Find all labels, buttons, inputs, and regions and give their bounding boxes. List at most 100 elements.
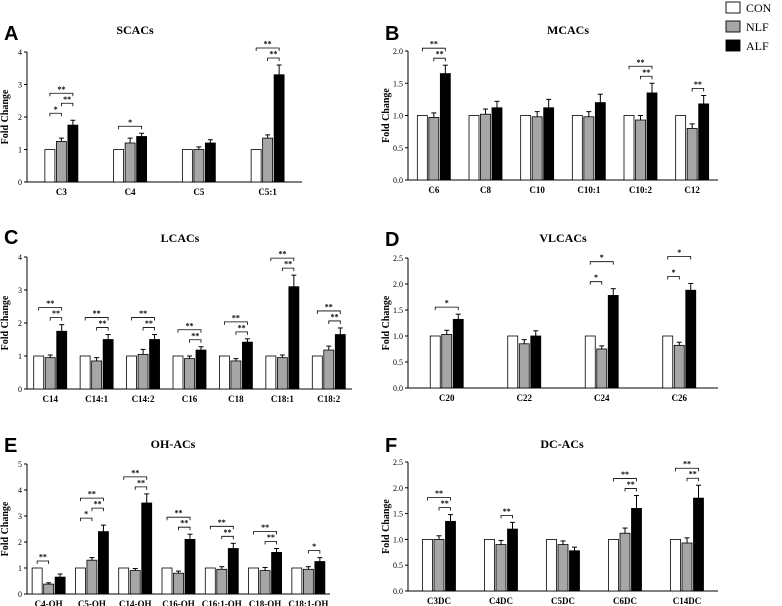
bar-nlf (686, 127, 698, 181)
bar-alf (445, 520, 456, 592)
x-tick-label: C18-OH (249, 599, 282, 606)
panel-title: VLCACs (539, 231, 587, 245)
bar-alf (98, 531, 109, 595)
bar-alf (67, 124, 79, 183)
bracket-line (209, 525, 234, 530)
x-tick-label: C14:1 (85, 394, 108, 404)
bar-nlf (43, 583, 55, 595)
legend-item-alf: ALF (725, 39, 769, 53)
bracket-line (675, 467, 699, 472)
significance-bracket: * (589, 273, 603, 285)
bar-nlf (184, 358, 195, 390)
significance-label: ** (218, 518, 226, 527)
bar-con (484, 539, 495, 592)
panel-F: F DC-ACs Fold Change 0.0 0.5 1.0 1.5 2.0 2.5 C3DC… (381, 435, 718, 606)
bracket-line (84, 317, 109, 321)
y-tick-label: 2.0 (393, 47, 403, 56)
y-tick-label: 0.5 (393, 358, 403, 367)
significance-bracket: ** (84, 309, 109, 321)
bracket-line (264, 541, 277, 545)
bar-con (291, 567, 303, 595)
y-tick-label: 2.5 (393, 458, 403, 467)
x-tick-label: C16 (182, 394, 198, 404)
significance-label: ** (621, 470, 629, 479)
x-tick-label: C20 (439, 393, 455, 403)
y-tick-label: 4 (18, 48, 22, 57)
bar-alf (141, 502, 153, 595)
bar-alf (646, 92, 658, 181)
bar-con (75, 567, 86, 595)
y-tick-label: 4 (18, 486, 22, 495)
significance-label: ** (46, 299, 54, 308)
significance-bracket: ** (421, 40, 446, 52)
bracket-line (434, 306, 459, 311)
x-tick-label: C14:2 (132, 394, 155, 404)
significance-label: ** (278, 250, 286, 259)
significance-label: ** (627, 480, 635, 489)
legend-label: CON (746, 1, 772, 15)
bar-con (623, 115, 635, 181)
significance-label: ** (284, 260, 292, 269)
significance-label: ** (267, 533, 275, 542)
bar-alf (452, 318, 464, 389)
bracket-line (91, 507, 104, 512)
significance-bracket: ** (675, 460, 699, 472)
significance-bracket: ** (433, 50, 446, 62)
bar-alf (242, 341, 253, 390)
bracket-line (142, 327, 155, 331)
y-tick-label: 5 (18, 460, 22, 469)
legend-swatch (725, 1, 741, 14)
panel-D: D VLCACs Fold Change 0.0 0.5 1.0 1.5 2.0 2.5 C20 *… (381, 229, 718, 403)
bar-alf (195, 349, 207, 390)
significance-label: * (84, 510, 88, 519)
bar-nlf (518, 343, 530, 389)
bar-con (468, 115, 480, 181)
x-tick-label: C3DC (427, 596, 451, 606)
bracket-line (328, 320, 341, 324)
bar-nlf (124, 142, 136, 183)
bracket-line (80, 517, 93, 522)
bar-nlf (681, 542, 693, 592)
bar-nlf (259, 570, 271, 595)
significance-bracket: * (667, 268, 680, 280)
bracket-line (270, 257, 295, 262)
bar-nlf (495, 544, 507, 592)
y-tick-label: 0 (18, 385, 22, 394)
y-tick-label: 1.5 (393, 306, 403, 315)
x-tick-label: C14DC (673, 596, 702, 606)
bracket-line (307, 550, 321, 554)
bracket-line (177, 329, 202, 333)
bar-nlf (635, 119, 646, 181)
bar-nlf (302, 568, 314, 595)
significance-label: * (594, 273, 598, 282)
significance-label: ** (637, 58, 645, 67)
bar-nlf (433, 539, 445, 592)
significance-label: ** (264, 40, 272, 49)
significance-bracket: ** (134, 478, 148, 490)
significance-label: ** (131, 468, 139, 477)
bar-nlf (137, 353, 149, 390)
significance-label: ** (88, 490, 96, 499)
bar-alf (569, 550, 580, 592)
significance-bracket: ** (500, 507, 513, 519)
significance-bracket: ** (49, 309, 63, 321)
significance-bracket: ** (316, 302, 341, 314)
bracket-line (640, 75, 653, 80)
bar-nlf (91, 360, 103, 390)
bar-con (429, 335, 441, 389)
significance-bracket: * (118, 118, 143, 130)
significance-bracket: ** (123, 468, 148, 480)
significance-bracket: ** (49, 85, 74, 97)
significance-bracket: ** (91, 500, 104, 512)
legend-label: ALF (746, 39, 769, 53)
bar-con (161, 567, 173, 595)
bar-con (250, 149, 262, 183)
significance-bracket: * (80, 510, 93, 522)
y-tick-label: 1 (18, 146, 22, 155)
significance-label: ** (186, 321, 194, 330)
significance-bracket: ** (613, 470, 637, 482)
bar-con (172, 355, 184, 390)
y-tick-label: 1.0 (393, 535, 403, 544)
bar-nlf (193, 149, 205, 183)
